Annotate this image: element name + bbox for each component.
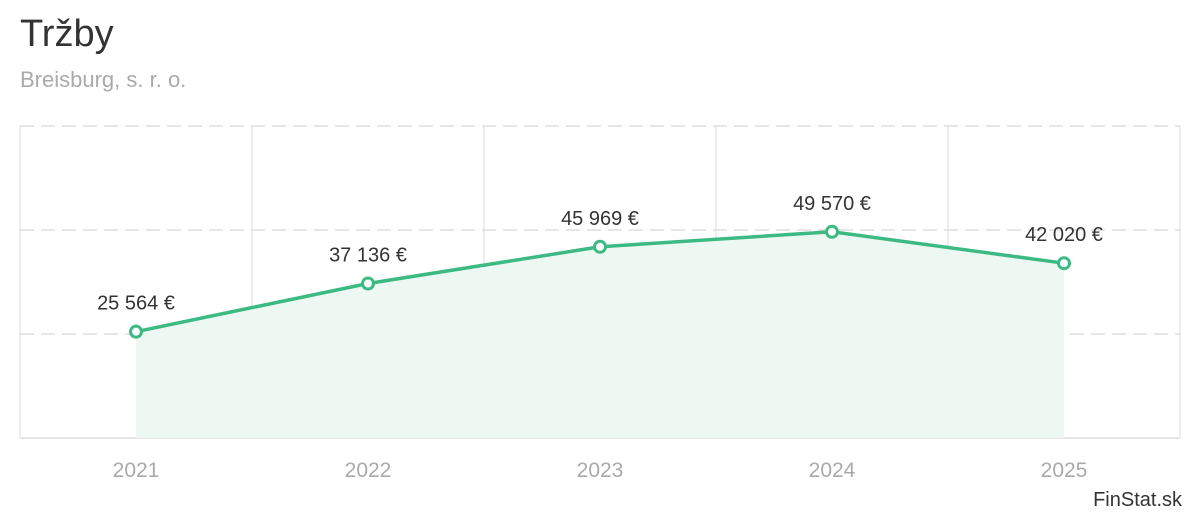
data-label: 45 969 €	[561, 208, 639, 230]
area-layer	[136, 231, 1064, 438]
data-point	[361, 276, 375, 291]
x-tick-label: 2025	[1041, 459, 1088, 482]
x-tick-label: 2021	[113, 459, 160, 482]
point-layer	[129, 224, 1071, 339]
data-label: 37 136 €	[329, 245, 407, 267]
data-label: 49 570 €	[793, 193, 871, 215]
tick-layer: 2021 2022 2023 2024 2025	[113, 459, 1088, 482]
chart-title: Tržby	[20, 13, 114, 55]
chart-subtitle: Breisburg, s. r. o.	[20, 67, 187, 92]
finstat-credit-link[interactable]: FinStat.sk	[1093, 489, 1182, 511]
x-tick-label: 2023	[577, 459, 624, 482]
data-point	[129, 324, 143, 339]
x-tick-label: 2022	[345, 459, 392, 482]
data-label: 25 564 €	[97, 293, 175, 315]
data-label: 42 020 €	[1025, 224, 1103, 246]
label-layer: 25 564 € 37 136 € 45 969 € 49 570 € 42 020 €	[97, 193, 1103, 315]
data-point	[593, 239, 607, 254]
data-point	[825, 224, 839, 239]
x-tick-label: 2024	[809, 459, 856, 482]
series-area	[136, 231, 1064, 438]
data-point	[1057, 256, 1071, 271]
